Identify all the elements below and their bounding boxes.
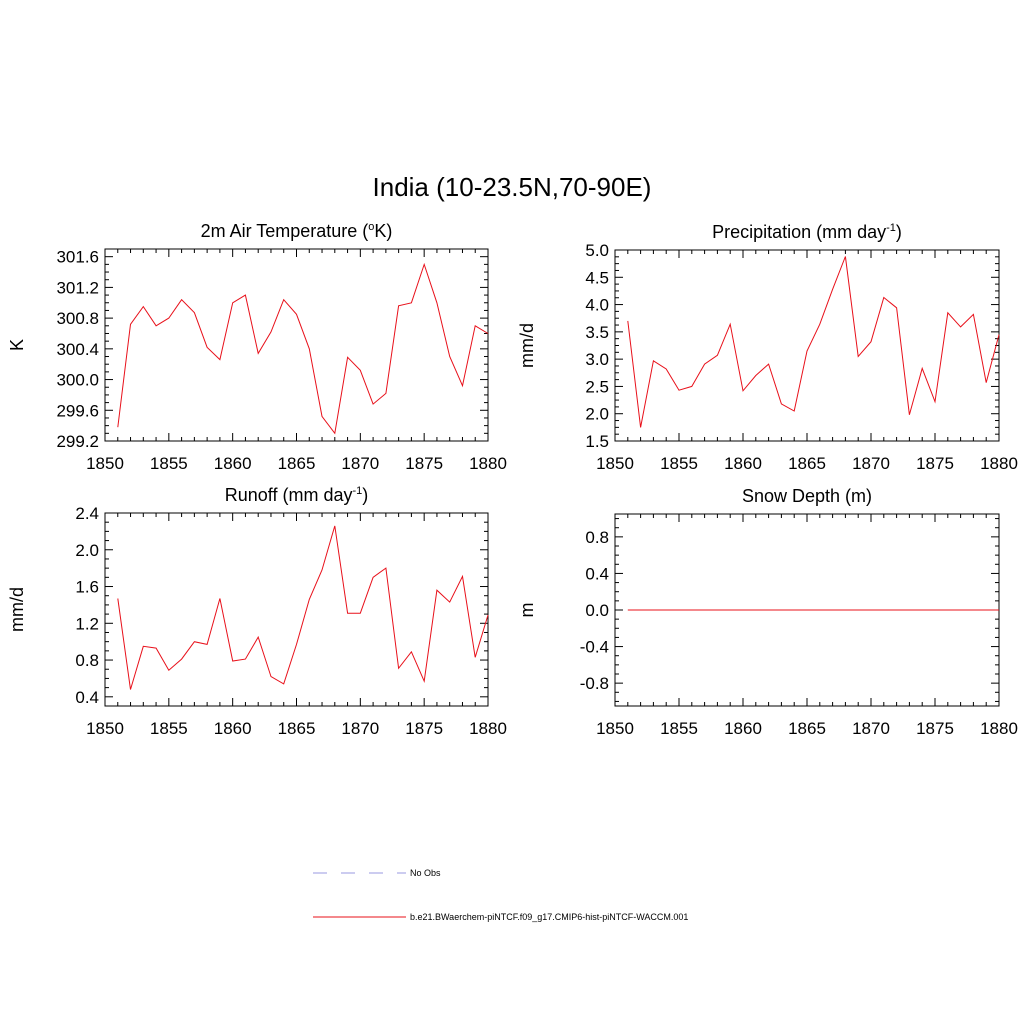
x-tick-label: 1850	[86, 719, 124, 738]
x-tick-label: 1875	[405, 719, 443, 738]
x-tick-label: 1880	[469, 719, 507, 738]
x-tick-label: 1850	[86, 454, 124, 473]
y-tick-label: 2.5	[585, 377, 609, 396]
y-tick-label: 0.0	[585, 601, 609, 620]
panel-title-tail: )	[362, 485, 368, 505]
panel-title-superscript: -1	[886, 222, 896, 234]
y-tick-label: 299.6	[56, 401, 99, 420]
y-tick-label: 0.4	[585, 564, 609, 583]
x-tick-label: 1870	[852, 719, 890, 738]
figure-title: India (10-23.5N,70-90E)	[373, 172, 652, 202]
legend-label-no-obs: No Obs	[410, 868, 441, 878]
y-axis-label: m	[517, 603, 537, 618]
x-tick-label: 1875	[916, 454, 954, 473]
x-tick-label: 1865	[278, 454, 316, 473]
x-tick-label: 1860	[214, 719, 252, 738]
plot-frame	[104, 512, 489, 707]
x-tick-label: 1850	[596, 454, 634, 473]
panel-precipitation: Precipitation (mm day-1) mm/d 1850 1855 1860…	[517, 222, 1018, 473]
y-axis-label: mm/d	[517, 323, 537, 368]
x-tick-label: 1870	[852, 454, 890, 473]
x-tick-label: 1875	[916, 719, 954, 738]
panel-snow-depth: Snow Depth (m) m 1850 1855 1860 1865 1870 1875 1…	[517, 486, 1018, 738]
panel-title-superscript: -1	[352, 485, 362, 497]
x-tick-label: 1860	[724, 454, 762, 473]
plot-frame	[614, 249, 1000, 442]
panel-title-text: Snow Depth (m)	[742, 486, 872, 506]
y-tick-label: 0.8	[75, 651, 99, 670]
y-tick-label: 300.0	[56, 371, 99, 390]
y-tick-label: 4.5	[585, 268, 609, 287]
x-tick-label: 1880	[469, 454, 507, 473]
x-tick-label: 1855	[660, 454, 698, 473]
x-tick-label: 1860	[214, 454, 252, 473]
y-tick-label: 300.8	[56, 309, 99, 328]
y-tick-label: 1.5	[585, 432, 609, 451]
panel-runoff: Runoff (mm day-1) mm/d 1850 1855 1860 1865 187…	[7, 485, 507, 738]
panel-title: 2m Air Temperature (oK)	[201, 221, 393, 241]
panels: 2m Air Temperature (oK) K 1850 1855 1860 1865…	[7, 221, 1018, 738]
y-tick-label: 301.2	[56, 278, 99, 297]
y-tick-label: -0.8	[580, 674, 609, 693]
y-tick-label: 299.2	[56, 432, 99, 451]
panel-title-text: Precipitation (mm day	[712, 222, 886, 242]
panel-title-superscript: o	[368, 221, 374, 233]
x-tick-label: 1855	[660, 719, 698, 738]
y-tick-label: 3.0	[585, 350, 609, 369]
panel-title-text: Runoff (mm day	[225, 485, 353, 505]
y-tick-label: 2.0	[75, 541, 99, 560]
x-tick-label: 1875	[405, 454, 443, 473]
panel-title: Precipitation (mm day-1)	[712, 222, 902, 242]
panel-title: Snow Depth (m)	[742, 486, 872, 506]
panel-title-tail: )	[896, 222, 902, 242]
x-tick-label: 1865	[788, 454, 826, 473]
series-line	[627, 256, 1000, 428]
series-line	[117, 262, 489, 435]
y-axis-label: K	[7, 339, 27, 351]
series-line	[117, 525, 489, 690]
legend: No Obs b.e21.BWaerchem-piNTCF.f09_g17.CM…	[313, 868, 688, 922]
y-tick-label: 300.4	[56, 340, 99, 359]
y-tick-label: 1.6	[75, 578, 99, 597]
x-tick-label: 1855	[150, 454, 188, 473]
x-tick-label: 1850	[596, 719, 634, 738]
x-tick-label: 1865	[788, 719, 826, 738]
x-tick-label: 1880	[980, 454, 1018, 473]
y-tick-label: 301.6	[56, 248, 99, 267]
x-tick-label: 1870	[341, 454, 379, 473]
y-tick-label: 0.4	[75, 688, 99, 707]
y-axis-label: mm/d	[7, 587, 27, 632]
panel-title: Runoff (mm day-1)	[225, 485, 369, 505]
y-tick-label: 0.8	[585, 528, 609, 547]
y-tick-label: 2.0	[585, 405, 609, 424]
x-tick-label: 1880	[980, 719, 1018, 738]
y-tick-label: 5.0	[585, 241, 609, 260]
legend-label-model: b.e21.BWaerchem-piNTCF.f09_g17.CMIP6-his…	[410, 912, 688, 922]
y-tick-label: 2.4	[75, 504, 99, 523]
y-tick-label: 3.5	[585, 323, 609, 342]
x-tick-label: 1855	[150, 719, 188, 738]
panel-air-temperature: 2m Air Temperature (oK) K 1850 1855 1860 1865…	[7, 221, 507, 473]
panel-title-tail: K)	[374, 221, 392, 241]
plot-frame	[104, 248, 489, 442]
y-tick-label: -0.4	[580, 638, 609, 657]
x-tick-label: 1860	[724, 719, 762, 738]
y-tick-label: 4.0	[585, 296, 609, 315]
y-tick-label: 1.2	[75, 614, 99, 633]
x-tick-label: 1870	[341, 719, 379, 738]
x-tick-label: 1865	[278, 719, 316, 738]
panel-title-text: 2m Air Temperature (	[201, 221, 369, 241]
